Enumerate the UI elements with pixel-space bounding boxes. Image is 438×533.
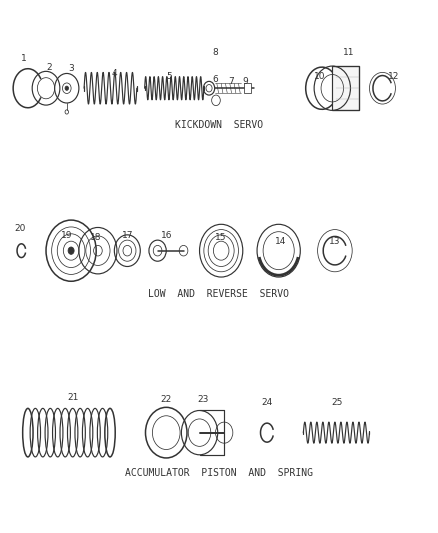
Text: 15: 15 (215, 233, 227, 242)
Text: 7: 7 (228, 77, 234, 86)
Text: 16: 16 (161, 231, 173, 240)
Text: 3: 3 (68, 64, 74, 73)
Text: LOW  AND  REVERSE  SERVO: LOW AND REVERSE SERVO (148, 289, 290, 300)
Circle shape (65, 86, 68, 90)
Text: 19: 19 (61, 231, 73, 240)
Text: 13: 13 (329, 237, 341, 246)
Text: 10: 10 (314, 72, 325, 81)
Text: ACCUMULATOR  PISTON  AND  SPRING: ACCUMULATOR PISTON AND SPRING (125, 469, 313, 478)
Text: 8: 8 (213, 49, 219, 58)
Text: 6: 6 (213, 75, 219, 84)
Circle shape (68, 247, 74, 254)
Text: 9: 9 (242, 77, 248, 86)
Text: KICKDOWN  SERVO: KICKDOWN SERVO (175, 120, 263, 130)
Text: 20: 20 (14, 224, 26, 233)
Text: 24: 24 (262, 398, 273, 407)
Text: 14: 14 (275, 237, 286, 246)
Text: 21: 21 (67, 393, 78, 402)
Text: 2: 2 (47, 62, 52, 71)
Text: 5: 5 (166, 72, 172, 81)
Text: 17: 17 (122, 231, 133, 240)
Text: 4: 4 (112, 69, 117, 78)
Text: 25: 25 (331, 398, 343, 407)
Text: 12: 12 (389, 72, 400, 81)
Text: 22: 22 (161, 395, 172, 404)
Text: 23: 23 (197, 395, 208, 404)
Text: 18: 18 (90, 233, 102, 242)
Bar (332, 66, 359, 110)
Text: 11: 11 (343, 49, 354, 58)
Bar (244, 84, 251, 93)
Text: 1: 1 (21, 54, 26, 63)
